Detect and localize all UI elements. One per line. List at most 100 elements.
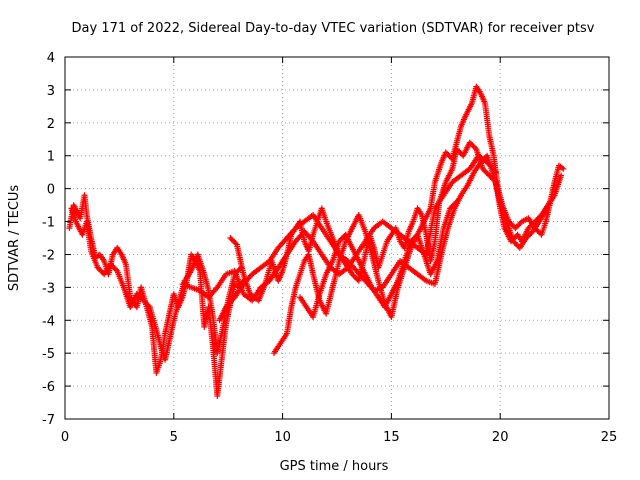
x-tick-label: 5 — [170, 430, 178, 445]
data-point — [549, 195, 556, 202]
data-point — [515, 222, 522, 229]
data-point — [142, 300, 149, 307]
data-point — [457, 150, 464, 157]
data-point — [535, 229, 542, 236]
data-point — [109, 262, 116, 269]
data-points — [66, 83, 567, 399]
data-point — [349, 271, 356, 278]
data-point — [446, 153, 453, 160]
plot-frame — [64, 56, 610, 420]
data-point — [410, 235, 417, 242]
data-point — [228, 236, 235, 243]
data-point — [231, 238, 238, 245]
data-point — [514, 242, 521, 249]
y-axis-label: SDTVAR / TECUs — [7, 185, 22, 292]
data-point — [466, 139, 473, 146]
data-point — [133, 290, 140, 297]
y-tick-label: 1 — [47, 150, 55, 165]
data-point — [337, 236, 344, 243]
data-point — [524, 233, 531, 240]
data-point — [511, 239, 518, 246]
data-point — [94, 264, 101, 271]
data-point — [140, 297, 147, 304]
data-point — [448, 204, 455, 211]
y-tick-label: -6 — [42, 380, 55, 395]
data-point — [112, 266, 119, 273]
y-tick-label: -2 — [42, 248, 55, 263]
data-point — [137, 294, 144, 301]
data-point — [338, 235, 345, 242]
x-tick-label: 20 — [492, 430, 509, 445]
data-point — [508, 221, 515, 228]
chart-title: Day 171 of 2022, Sidereal Day-to-day VTE… — [72, 21, 595, 36]
data-point — [479, 165, 486, 172]
data-point — [477, 159, 484, 166]
y-tick-label: -4 — [42, 314, 55, 329]
data-point — [453, 198, 460, 205]
data-point — [468, 140, 475, 147]
data-point — [111, 265, 118, 272]
data-point — [525, 225, 532, 232]
data-point — [482, 168, 489, 175]
y-tick-label: 2 — [47, 117, 55, 132]
data-point — [227, 235, 234, 241]
data-point — [340, 234, 347, 241]
data-point — [145, 302, 152, 309]
data-point — [110, 263, 117, 270]
data-point — [512, 225, 519, 232]
data-point — [456, 148, 463, 155]
data-point — [480, 156, 487, 163]
y-axis-ticks: -7 -6 -5 -4 -3 -2 -1 0 1 2 3 4 — [42, 51, 609, 428]
data-point — [449, 202, 456, 209]
data-point — [141, 298, 148, 305]
data-point — [98, 268, 105, 275]
x-tick-label: 10 — [274, 430, 291, 445]
data-point — [558, 172, 565, 179]
data-point — [97, 267, 104, 274]
data-point — [560, 165, 567, 172]
data-point — [350, 272, 357, 279]
y-tick-label: -3 — [42, 281, 55, 296]
y-tick-label: 3 — [47, 84, 55, 99]
data-point — [481, 167, 488, 174]
data-point — [510, 238, 517, 245]
data-point — [447, 205, 454, 212]
data-point — [481, 155, 488, 162]
data-point — [139, 296, 146, 303]
x-axis-label: GPS time / hours — [280, 459, 389, 474]
y-tick-label: 0 — [47, 183, 55, 198]
data-point — [513, 223, 520, 230]
data-point — [407, 238, 414, 245]
y-tick-label: 4 — [47, 51, 55, 66]
data-point — [525, 232, 532, 239]
y-tick-label: -7 — [42, 413, 55, 428]
data-point — [483, 169, 490, 176]
data-point — [534, 227, 541, 234]
x-tick-label: 15 — [383, 430, 400, 445]
data-point — [107, 261, 114, 268]
x-tick-label: 0 — [61, 430, 69, 445]
data-point — [144, 301, 151, 308]
y-tick-label: -1 — [42, 216, 55, 231]
data-point — [523, 235, 530, 241]
data-point — [411, 234, 418, 241]
data-point — [478, 157, 485, 164]
data-point — [229, 237, 236, 244]
data-point — [469, 142, 476, 149]
data-point — [471, 144, 478, 151]
data-point — [136, 293, 143, 300]
data-point — [451, 201, 458, 208]
data-point — [409, 236, 416, 243]
data-point — [485, 171, 492, 178]
y-tick-label: -5 — [42, 347, 55, 362]
data-point — [232, 240, 239, 247]
data-point — [512, 240, 519, 247]
data-point — [336, 238, 343, 245]
data-point — [442, 149, 449, 156]
data-point — [135, 292, 142, 299]
data-point — [353, 275, 360, 282]
data-point — [527, 231, 534, 238]
x-tick-label: 25 — [601, 430, 618, 445]
data-point — [452, 200, 459, 207]
